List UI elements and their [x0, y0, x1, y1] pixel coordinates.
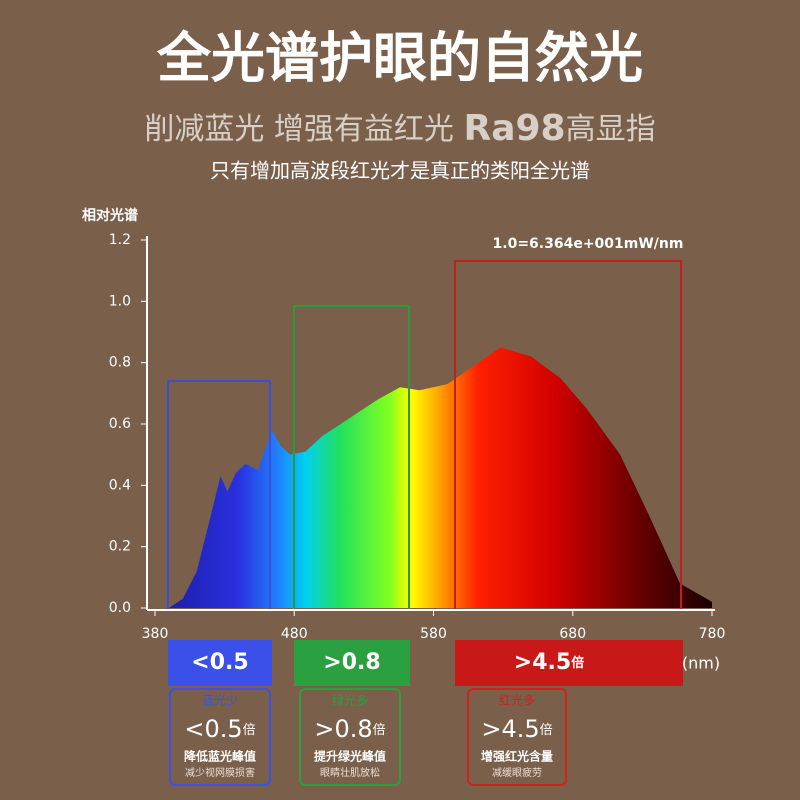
band-label: >4.5倍 — [514, 650, 584, 675]
card-line1: 提升绿光峰值 — [314, 749, 386, 764]
card-line2: 减少视网膜损害 — [185, 766, 255, 779]
x-tick-label: 380 — [142, 626, 169, 642]
subtitle-part: 削减蓝光 增强有益红光 — [144, 112, 463, 147]
spectrum-area — [155, 347, 712, 608]
y-tick-label: 0.0 — [109, 600, 131, 616]
card-value: >4.5倍 — [481, 715, 552, 743]
band-value: <0.5 — [191, 650, 248, 675]
card-title: 绿光多 — [332, 693, 368, 708]
x-tick-label: 780 — [699, 626, 726, 642]
band-box — [294, 640, 410, 686]
y-tick-label: 0.6 — [109, 416, 131, 432]
y-tick-label: 1.0 — [109, 293, 131, 309]
card — [467, 688, 567, 786]
y-tick-label: 1.2 — [109, 232, 131, 248]
subtitle-part: Ra98 — [463, 108, 565, 149]
x-tick-label: 680 — [559, 626, 586, 642]
card-title: 蓝光少 — [202, 694, 238, 708]
card — [299, 688, 401, 786]
subtitle: 削减蓝光 增强有益红光 Ra98高显指 — [144, 108, 655, 149]
card-title: 红光多 — [499, 693, 535, 708]
y-tick-label: 0.4 — [109, 477, 131, 493]
band-value: >4.5 — [514, 650, 571, 675]
band-box — [168, 640, 272, 686]
card-line1: 增强红光含量 — [481, 749, 553, 764]
y-tick-label: 0.8 — [109, 355, 131, 371]
band-unit: 倍 — [571, 655, 584, 671]
card-line2: 眼睛壮肌放松 — [320, 766, 380, 779]
y-axis-label: 相对光谱 — [82, 207, 138, 224]
card-line1: 降低蓝光峰值 — [184, 749, 256, 764]
band-label: <0.5 — [191, 650, 248, 675]
plot — [155, 347, 712, 608]
band-value: >0.8 — [323, 650, 380, 675]
annotation: 1.0=6.364e+001mW/nm — [493, 236, 684, 252]
x-tick-label: 480 — [281, 626, 308, 642]
subtitle-part: 高显指 — [566, 112, 656, 147]
card-value: <0.5倍 — [184, 715, 255, 743]
card-number: >0.8 — [314, 715, 372, 743]
subtitle2: 只有增加高波段红光才是真正的类阳全光谱 — [210, 159, 590, 183]
card-value: >0.8倍 — [314, 715, 385, 743]
x-tick-label: 580 — [420, 626, 447, 642]
title: 全光谱护眼的自然光 — [156, 27, 643, 90]
card-unit: 倍 — [243, 723, 256, 738]
card — [169, 688, 271, 786]
y-tick-label: 0.2 — [109, 539, 131, 555]
card-unit: 倍 — [540, 723, 553, 738]
card-number: >4.5 — [481, 715, 539, 743]
card-number: <0.5 — [184, 715, 242, 743]
card-line2: 减缓眼疲劳 — [492, 766, 542, 779]
card-unit: 倍 — [373, 723, 386, 738]
band-label: >0.8 — [323, 650, 380, 675]
band-box — [455, 640, 683, 686]
